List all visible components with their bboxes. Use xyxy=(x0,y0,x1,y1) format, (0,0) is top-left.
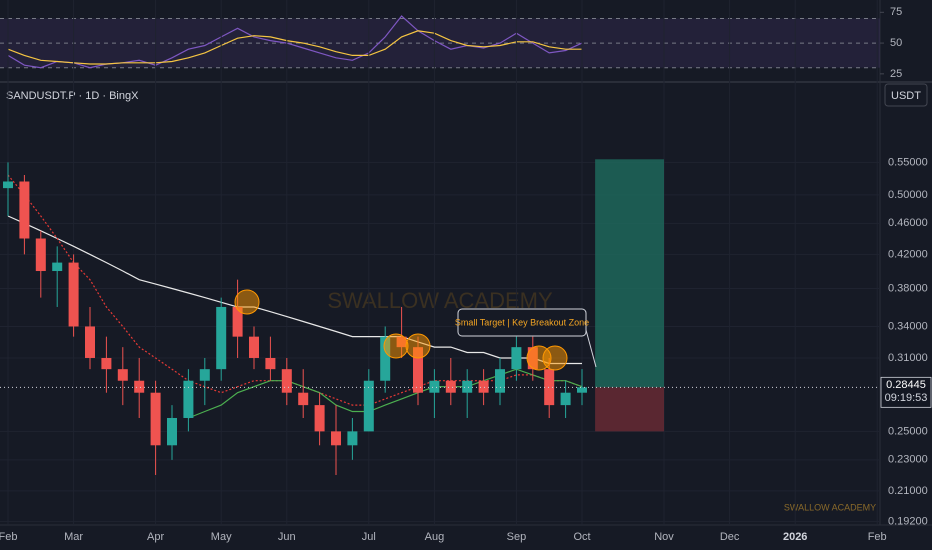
candle-body xyxy=(560,392,571,406)
x-tick-label: Oct xyxy=(573,531,590,543)
current-price: 0.28445 xyxy=(886,379,926,391)
candle-body xyxy=(511,347,522,370)
candle-body xyxy=(429,380,440,393)
candle-body xyxy=(298,392,309,406)
annotation-text: Small Target | Key Breakout Zone xyxy=(455,317,589,327)
candle-body xyxy=(281,369,292,393)
y-tick-label: 0.21000 xyxy=(888,485,928,497)
countdown: 09:19:53 xyxy=(885,392,928,404)
annotation-pointer xyxy=(585,329,597,368)
y-tick-label: 75 xyxy=(890,6,902,18)
rsi-line xyxy=(7,30,582,65)
candle-body xyxy=(35,238,46,272)
highlight xyxy=(405,333,431,359)
x-tick-label: Sep xyxy=(507,531,527,543)
candle-body xyxy=(363,380,374,432)
y-tick-label: 0.55000 xyxy=(888,156,928,168)
y-tick-label: 0.34000 xyxy=(888,320,928,332)
candle-body xyxy=(577,387,587,393)
x-tick-label: Mar xyxy=(64,531,83,543)
candle-body xyxy=(544,369,555,406)
candle-body xyxy=(199,369,210,381)
x-tick-label: Aug xyxy=(425,531,445,543)
candle-body xyxy=(19,181,30,239)
candle-body xyxy=(347,431,358,446)
x-tick-label: 2026 xyxy=(783,531,807,543)
overlay: Small Target | Key Breakout Zone xyxy=(234,289,597,371)
y-tick-label: 0.50000 xyxy=(888,189,928,201)
highlight xyxy=(234,289,260,315)
y-tick-label: 0.19200 xyxy=(888,515,928,527)
y-tick-label: 50 xyxy=(890,37,902,49)
y-tick-label: 0.42000 xyxy=(888,248,928,260)
y-tick-label: 0.23000 xyxy=(888,454,928,466)
price-label-box xyxy=(880,376,932,408)
candle-body xyxy=(150,392,161,446)
x-tick-label: Nov xyxy=(654,531,674,543)
candle-body xyxy=(134,380,145,393)
target-zone xyxy=(595,159,664,388)
y-tick-label: 0.25000 xyxy=(888,425,928,437)
highlight xyxy=(383,333,409,359)
candle-body xyxy=(413,347,423,393)
candle-body xyxy=(478,380,489,393)
y-tick-label: 0.46000 xyxy=(888,217,928,229)
y-tick-label: 0.31000 xyxy=(888,352,928,364)
candle-body xyxy=(380,336,391,381)
candle-body xyxy=(462,380,473,393)
y-tick-label: 0.38000 xyxy=(888,282,928,294)
annotation-box xyxy=(457,308,587,337)
candle-body xyxy=(167,417,177,446)
currency-button[interactable] xyxy=(884,83,928,107)
candle-body xyxy=(232,306,243,337)
candle-body xyxy=(249,336,259,358)
x-tick-label: Dec xyxy=(720,531,740,543)
signature: SWALLOW ACADEMY xyxy=(784,502,876,512)
candle-body xyxy=(3,181,13,189)
x-tick-label: Jul xyxy=(362,531,376,543)
x-tick-label: Feb xyxy=(868,531,887,543)
candle-body xyxy=(52,262,63,272)
x-tick-label: Apr xyxy=(147,531,164,543)
x-tick-label: Jun xyxy=(278,531,296,543)
candle-body xyxy=(85,326,95,358)
candle-body xyxy=(183,380,194,418)
symbol-header: SANDUSDT.P · 1D · BingX xyxy=(6,90,139,102)
candle-body xyxy=(495,369,505,393)
currency-label[interactable]: USDT xyxy=(891,90,921,102)
candle-body xyxy=(314,405,325,432)
x-tick-label: Feb xyxy=(0,531,17,543)
candle-body xyxy=(331,431,341,446)
candle-body xyxy=(117,369,128,381)
x-tick-label: May xyxy=(211,531,232,543)
candle-body xyxy=(265,357,276,370)
candle-body xyxy=(445,380,456,393)
highlight xyxy=(542,345,568,371)
moving-average xyxy=(7,215,582,365)
candle-body xyxy=(216,306,227,370)
y-tick-label: 25 xyxy=(890,68,902,80)
candle-body xyxy=(68,262,79,327)
stop-zone xyxy=(595,387,664,432)
candle-body xyxy=(101,357,112,370)
